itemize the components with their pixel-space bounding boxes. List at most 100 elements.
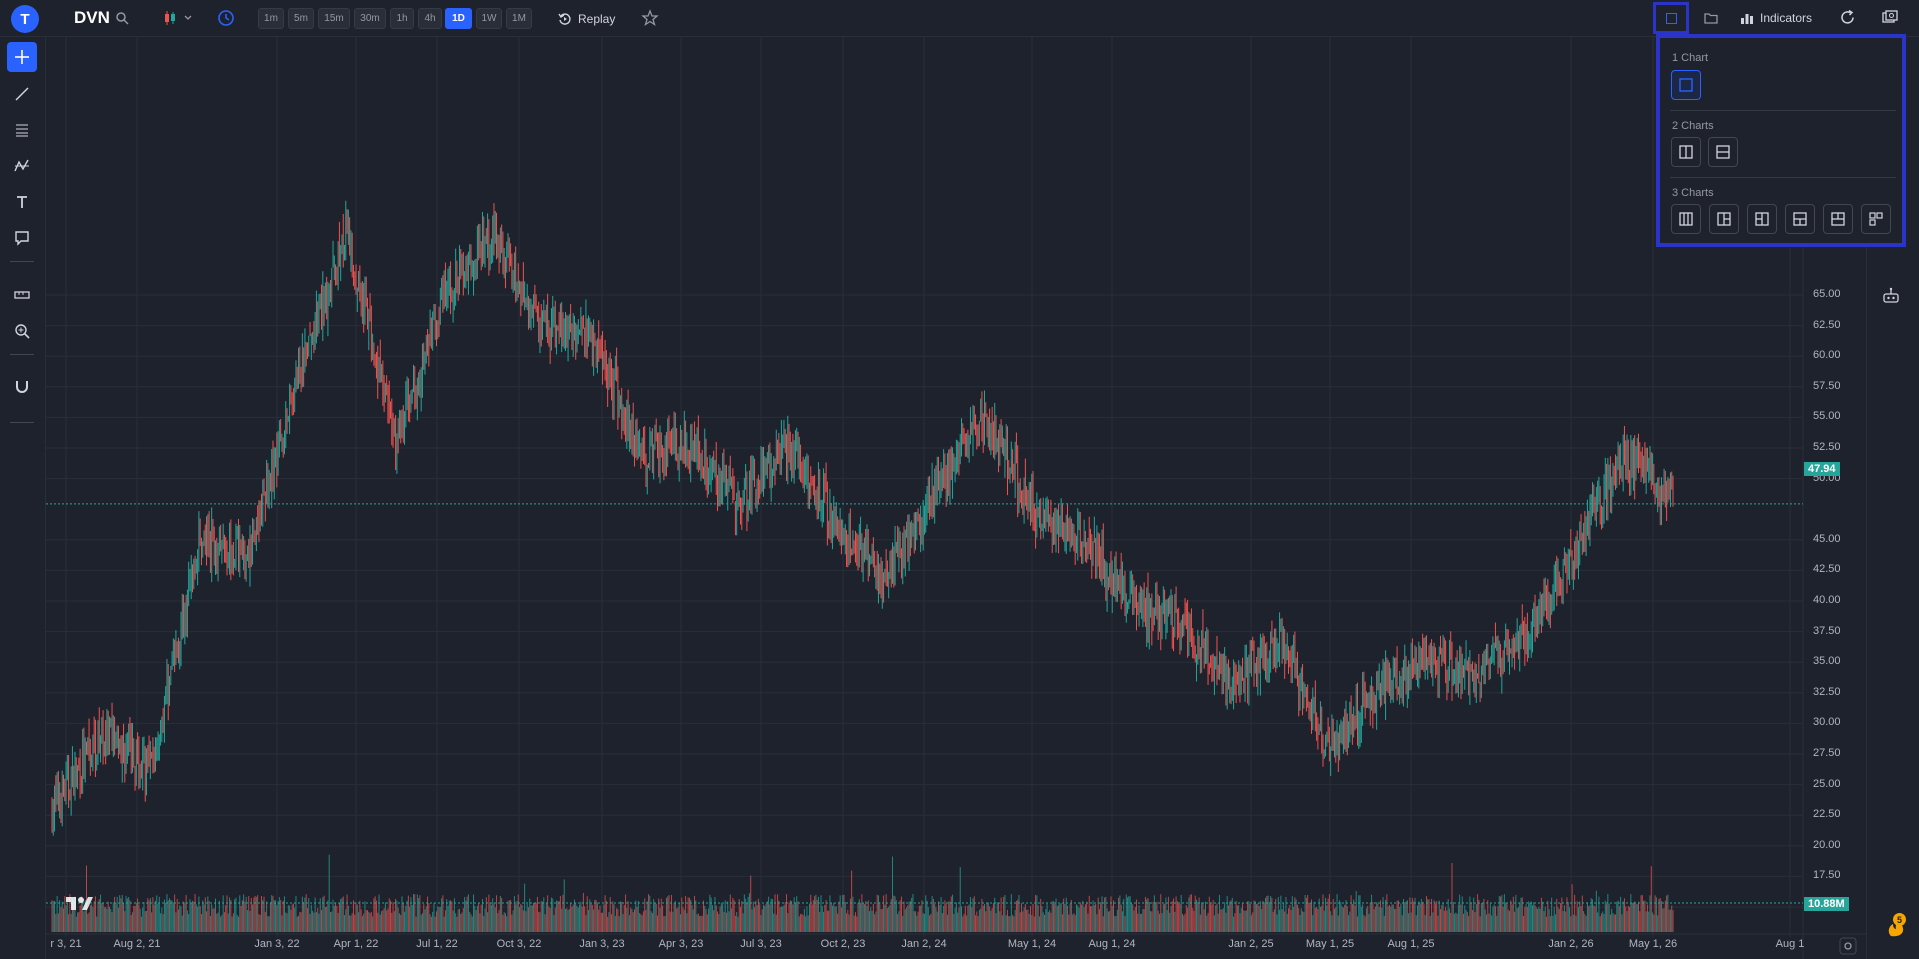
indicators-button[interactable]: Indicators (1740, 9, 1812, 27)
layout-1-single[interactable] (1671, 70, 1701, 100)
layout-3-bottom-main[interactable] (1823, 204, 1853, 234)
zoom-tool[interactable] (7, 316, 37, 346)
price-tick-label: 45.00 (1813, 532, 1841, 545)
time-tick-label: Apr 3, 23 (658, 938, 704, 950)
timeframe-1m[interactable]: 1m (258, 8, 284, 29)
time-tick-label: Oct 3, 22 (496, 938, 542, 950)
time-tick-label: Aug 2, 21 (113, 938, 161, 950)
price-tick-label: 22.50 (1813, 808, 1841, 821)
time-tick-label: Jan 2, 25 (1228, 938, 1274, 950)
line-icon (15, 87, 29, 101)
avatar[interactable]: T (11, 5, 39, 33)
measure-tool[interactable] (7, 280, 37, 310)
folder-icon[interactable] (1703, 10, 1719, 26)
time-tick-label: r 3, 21 (50, 938, 82, 950)
layout-3-top-icon (1793, 212, 1807, 226)
price-tick-label: 57.50 (1813, 379, 1841, 392)
fib-lines-icon (16, 124, 28, 137)
time-tick-label: Aug 1 (1775, 938, 1805, 950)
layout-dropdown: 1 Chart 2 Charts 3 Charts (1656, 34, 1906, 247)
time-tick-label: Jan 2, 24 (901, 938, 947, 950)
layout-button[interactable] (1653, 2, 1689, 34)
time-tick-label: Jan 3, 23 (579, 938, 625, 950)
price-tick-label: 42.50 (1813, 563, 1841, 576)
timeframe-1M[interactable]: 1M (506, 8, 532, 29)
time-tick-label: Jan 2, 26 (1548, 938, 1594, 950)
menu-divider (1670, 177, 1896, 178)
time-tick-label: Jan 3, 22 (254, 938, 300, 950)
timeframe-5m[interactable]: 5m (288, 8, 314, 29)
candles-icon[interactable] (163, 9, 197, 27)
trend-line-tool[interactable] (7, 79, 37, 109)
crosshair-tool[interactable] (7, 42, 37, 72)
price-tick-label: 32.50 (1813, 685, 1841, 698)
drawing-toolbar (0, 37, 46, 959)
fib-tool[interactable] (7, 115, 37, 145)
callout-tool[interactable] (7, 223, 37, 253)
price-chart[interactable] (46, 37, 1866, 959)
toolbar-divider (10, 261, 34, 262)
ruler-icon (14, 291, 30, 299)
layout-3-left-icon (1717, 212, 1731, 226)
top-toolbar: T DVN 1m 5m 15m 30m 1h 4h 1D 1W 1M Replay Indica… (0, 0, 1919, 37)
settings-icon[interactable] (1839, 937, 1857, 955)
timeframe-1h[interactable]: 1h (390, 8, 414, 29)
layout-3-left-main[interactable] (1709, 204, 1739, 234)
last-price-tag: 47.94 (1804, 462, 1840, 476)
time-tick-label: May 1, 24 (1007, 938, 1057, 950)
layout-3-grid-icon (1869, 212, 1883, 226)
timeframe-4h[interactable]: 4h (418, 8, 442, 29)
time-tick-label: Jul 1, 22 (416, 938, 458, 950)
time-tick-label: May 1, 26 (1628, 938, 1678, 950)
layout-2-vertical-split[interactable] (1671, 137, 1701, 167)
timeframe-15m[interactable]: 15m (318, 8, 350, 29)
layout-3-grid[interactable] (1861, 204, 1891, 234)
price-tick-label: 55.00 (1813, 410, 1841, 423)
price-tick-label: 30.00 (1813, 716, 1841, 729)
layout-3-top-main[interactable] (1785, 204, 1815, 234)
price-tick-label: 17.50 (1813, 869, 1841, 882)
replay-label: Replay (578, 11, 616, 26)
screenshot-icon[interactable] (1881, 9, 1899, 26)
price-tick-label: 35.00 (1813, 655, 1841, 668)
pattern-icon (14, 159, 29, 172)
timeframe-30m[interactable]: 30m (354, 8, 386, 29)
layout-2-horizontal-split[interactable] (1708, 137, 1738, 167)
section-title-2-charts: 2 Charts (1672, 120, 1714, 132)
refresh-icon[interactable] (1839, 9, 1856, 26)
price-tick-label: 52.50 (1813, 441, 1841, 453)
price-tick-label: 40.00 (1813, 594, 1841, 606)
layout-3-columns[interactable] (1671, 204, 1701, 234)
section-title-1-chart: 1 Chart (1672, 52, 1709, 64)
price-tick-label: 37.50 (1813, 624, 1841, 637)
price-tick-label: 62.50 (1813, 318, 1841, 331)
price-tick-label: 65.00 (1813, 288, 1841, 300)
magnet-icon (16, 381, 28, 393)
timeframe-1D[interactable]: 1D (445, 8, 472, 29)
layout-1-icon (1679, 78, 1693, 92)
timeframe-1W[interactable]: 1W (476, 8, 502, 29)
price-tick-label: 27.50 (1813, 747, 1841, 759)
bot-icon[interactable] (1882, 286, 1900, 304)
pattern-tool[interactable] (7, 151, 37, 181)
menu-divider (1670, 110, 1896, 111)
star-icon[interactable] (641, 9, 659, 27)
price-tick-label: 20.00 (1813, 838, 1841, 851)
layout-3-right-main[interactable] (1747, 204, 1777, 234)
time-tick-label: Aug 1, 25 (1387, 938, 1435, 950)
time-tick-label: May 1, 25 (1305, 938, 1355, 950)
toolbar-divider (10, 354, 34, 355)
time-tick-label: Jul 3, 23 (740, 938, 782, 950)
tradingview-logo-icon (66, 897, 93, 910)
replay-icon (558, 12, 571, 25)
single-layout-icon (1665, 12, 1677, 24)
magnet-tool[interactable] (7, 372, 37, 402)
layout-3-right-icon (1755, 212, 1769, 226)
replay-button[interactable]: Replay (558, 8, 615, 29)
symbol-name[interactable]: DVN (74, 8, 110, 27)
text-tool[interactable] (7, 187, 37, 217)
toolbar-divider (10, 422, 34, 423)
time-tick-label: Oct 2, 23 (820, 938, 866, 950)
search-icon[interactable] (115, 11, 129, 25)
clock-icon[interactable] (217, 9, 235, 27)
